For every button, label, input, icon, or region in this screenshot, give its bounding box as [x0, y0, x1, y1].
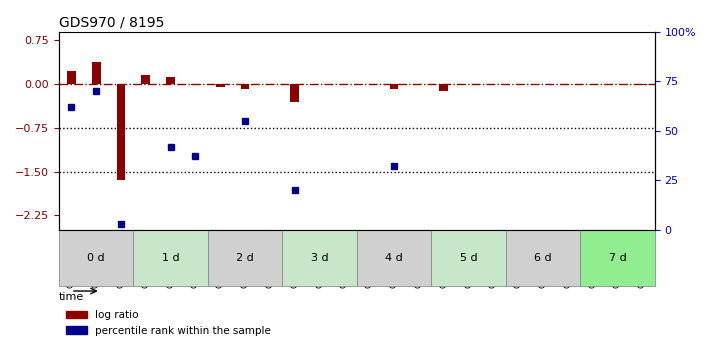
Bar [191, 84, 200, 85]
FancyBboxPatch shape [357, 230, 432, 286]
Text: 3 d: 3 d [311, 253, 328, 263]
Bar [390, 84, 398, 89]
Bar [191, 84, 200, 85]
Text: 2 d: 2 d [236, 253, 254, 263]
FancyBboxPatch shape [208, 230, 282, 286]
Text: 7 d: 7 d [609, 253, 626, 263]
Bar [216, 84, 225, 87]
Bar [117, 84, 125, 180]
Bar [141, 75, 150, 84]
Bar [439, 84, 448, 91]
Bar [92, 62, 100, 84]
FancyBboxPatch shape [432, 230, 506, 286]
FancyBboxPatch shape [59, 230, 134, 286]
Bar [390, 84, 398, 89]
Bar [141, 75, 150, 84]
Bar [241, 84, 250, 89]
FancyBboxPatch shape [282, 230, 357, 286]
FancyBboxPatch shape [580, 230, 655, 286]
Bar [166, 77, 175, 84]
Bar [92, 62, 100, 84]
Bar [266, 84, 274, 85]
Bar [290, 84, 299, 101]
Text: 6 d: 6 d [534, 253, 552, 263]
Text: 4 d: 4 d [385, 253, 403, 263]
Text: 5 d: 5 d [460, 253, 477, 263]
Bar [67, 71, 76, 84]
Bar [67, 71, 76, 84]
Bar [638, 84, 646, 85]
Bar [439, 84, 448, 91]
Bar [290, 84, 299, 101]
Text: time: time [59, 292, 84, 302]
Bar [638, 84, 646, 85]
Legend: log ratio, percentile rank within the sample: log ratio, percentile rank within the sa… [62, 306, 275, 340]
Bar [117, 84, 125, 180]
Text: 1 d: 1 d [162, 253, 179, 263]
Bar [216, 84, 225, 87]
Text: 0 d: 0 d [87, 253, 105, 263]
Bar [266, 84, 274, 85]
Text: GDS970 / 8195: GDS970 / 8195 [59, 15, 164, 29]
Bar [166, 77, 175, 84]
FancyBboxPatch shape [134, 230, 208, 286]
FancyBboxPatch shape [506, 230, 580, 286]
Bar [241, 84, 250, 89]
